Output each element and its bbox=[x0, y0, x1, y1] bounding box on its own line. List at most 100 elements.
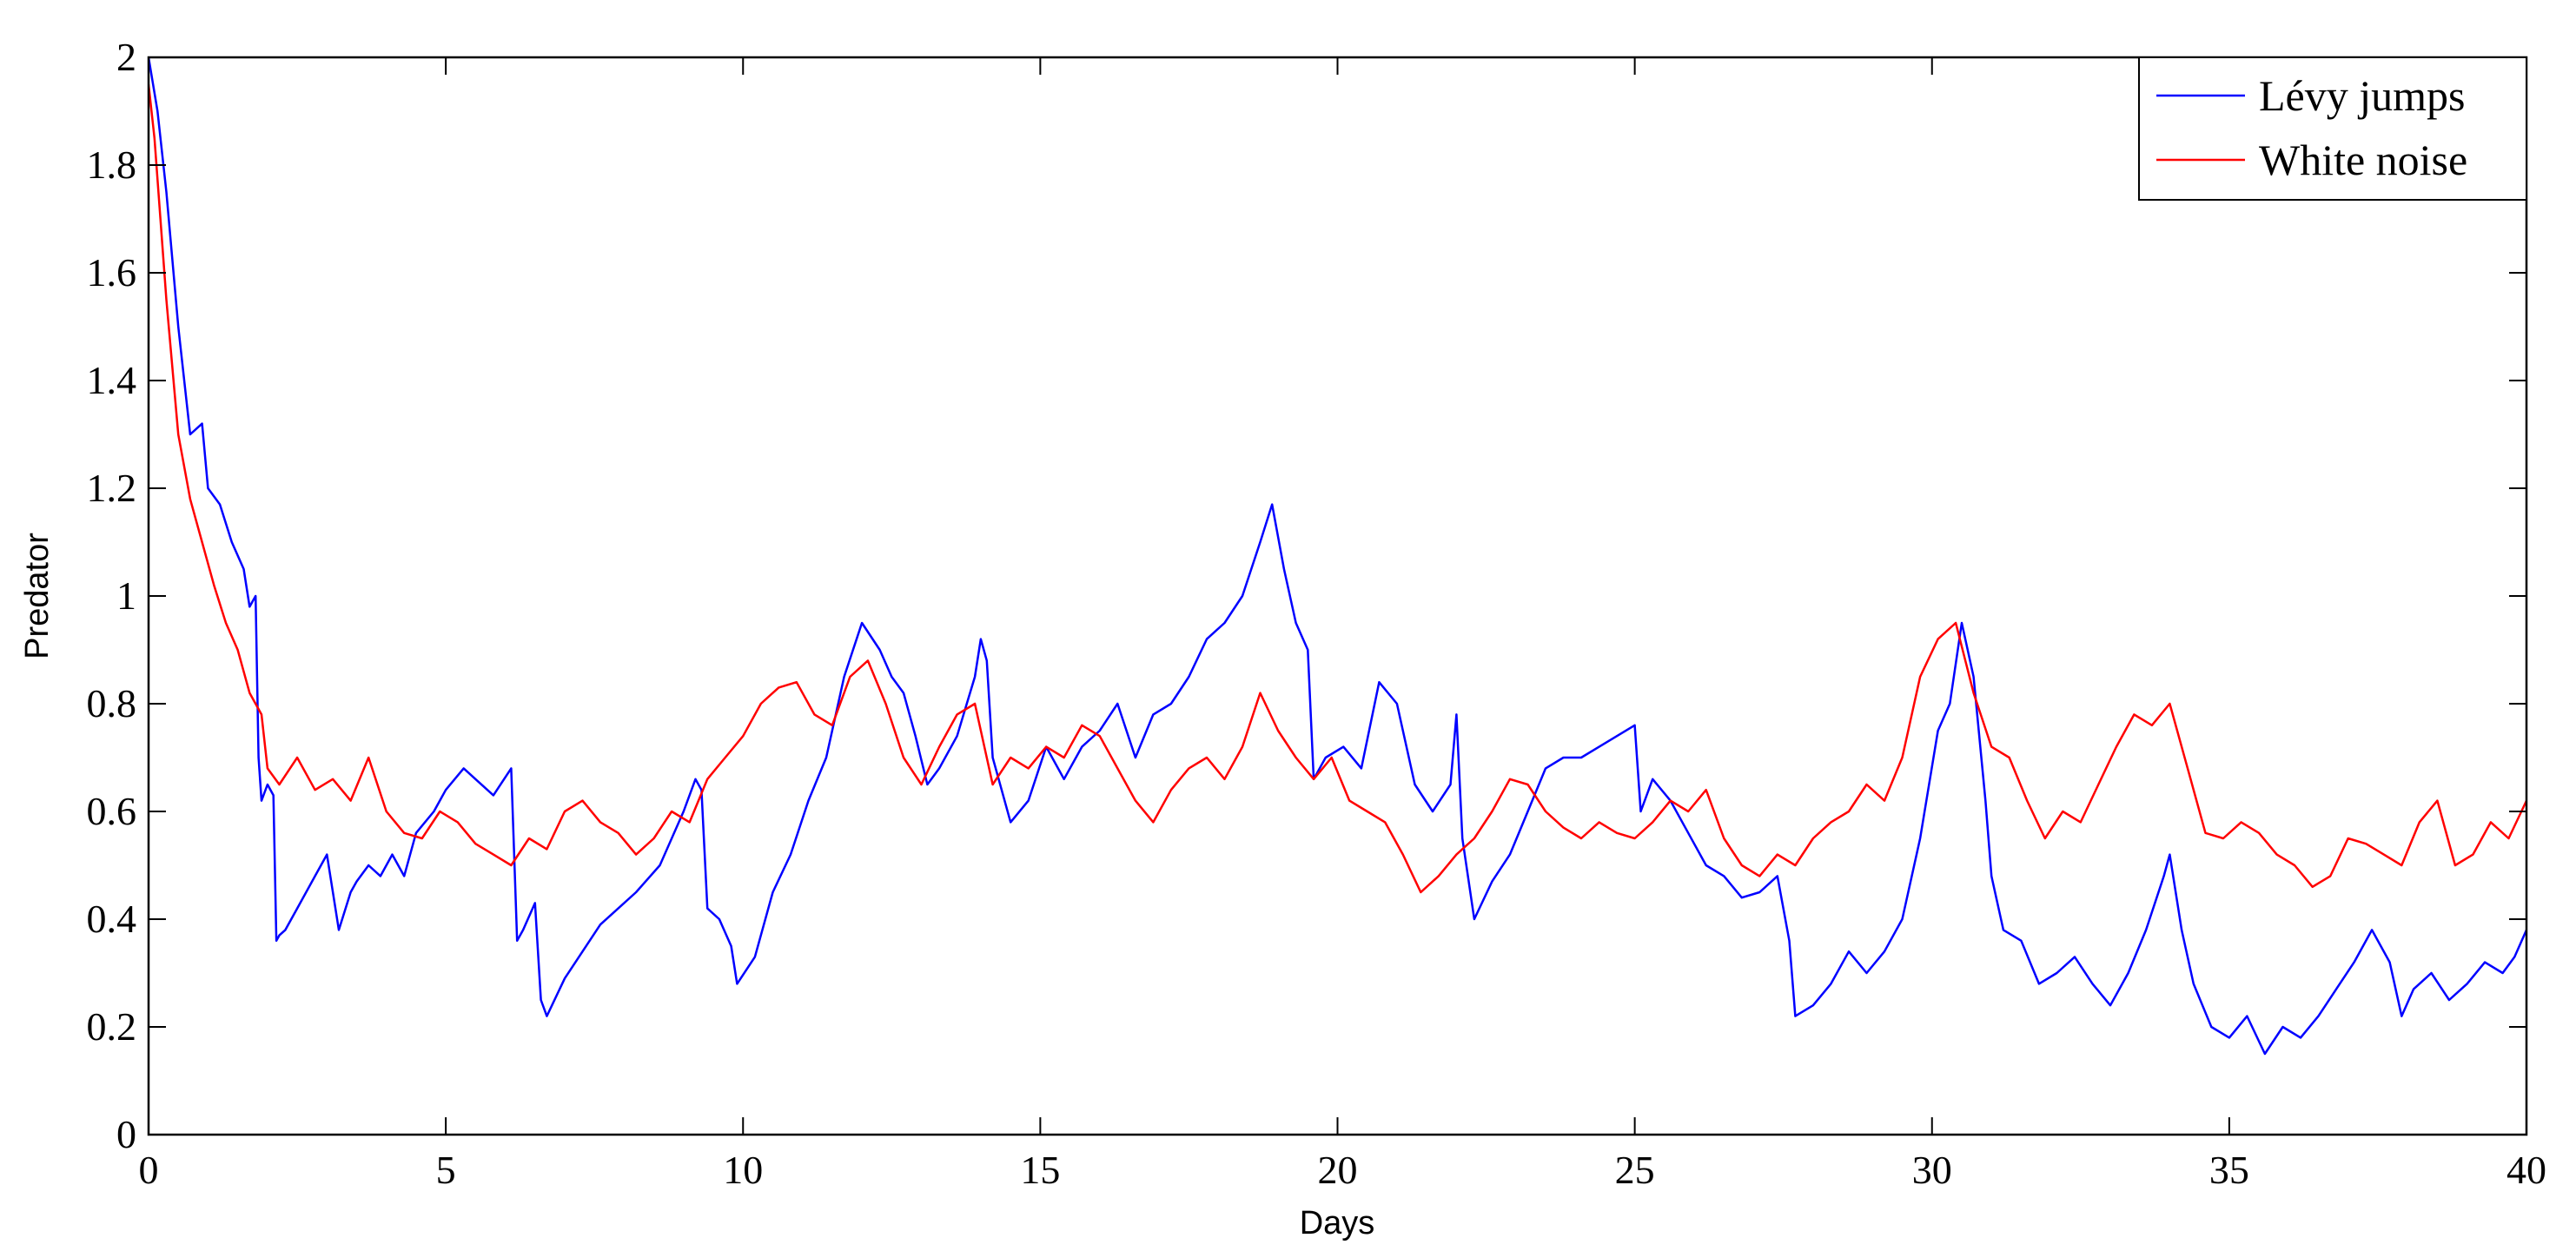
data-point-l-vy-jumps bbox=[368, 864, 370, 866]
data-point-l-vy-jumps bbox=[2501, 972, 2504, 974]
data-point-white-noise bbox=[1972, 692, 1975, 694]
data-point-white-noise bbox=[920, 784, 923, 785]
data-point-white-noise bbox=[2204, 832, 2207, 834]
data-point-white-noise bbox=[2401, 864, 2403, 866]
data-point-l-vy-jumps bbox=[2264, 1053, 2266, 1055]
data-point-white-noise bbox=[956, 713, 958, 716]
data-point-l-vy-jumps bbox=[2056, 972, 2058, 974]
data-point-l-vy-jumps bbox=[825, 757, 827, 758]
x-tick-label: 15 bbox=[1020, 1148, 1060, 1192]
data-point-l-vy-jumps bbox=[986, 659, 988, 662]
data-point-l-vy-jumps bbox=[2109, 1004, 2111, 1006]
data-point-white-noise bbox=[474, 843, 477, 844]
data-point-l-vy-jumps bbox=[1633, 725, 1636, 726]
data-point-l-vy-jumps bbox=[2484, 961, 2486, 963]
data-point-l-vy-jumps bbox=[1259, 541, 1262, 543]
data-point-l-vy-jumps bbox=[2317, 1015, 2320, 1017]
data-point-l-vy-jumps bbox=[1223, 622, 1226, 624]
data-point-l-vy-jumps bbox=[2127, 972, 2129, 974]
data-point-white-noise bbox=[1633, 838, 1636, 839]
data-point-l-vy-jumps bbox=[445, 789, 447, 791]
y-tick-label: 0 bbox=[116, 1112, 136, 1156]
data-point-l-vy-jumps bbox=[1414, 784, 1416, 785]
data-point-l-vy-jumps bbox=[2281, 1026, 2284, 1028]
data-point-l-vy-jumps bbox=[1432, 811, 1434, 812]
data-point-white-noise bbox=[546, 848, 548, 851]
data-point-white-noise bbox=[165, 299, 168, 301]
data-point-white-noise bbox=[688, 821, 691, 824]
data-point-white-noise bbox=[1562, 826, 1565, 829]
data-point-l-vy-jumps bbox=[1901, 918, 1904, 920]
x-tick-label: 20 bbox=[1318, 1148, 1358, 1192]
data-point-l-vy-jumps bbox=[242, 568, 245, 570]
data-point-white-noise bbox=[991, 784, 994, 785]
data-point-l-vy-jumps bbox=[1937, 730, 1939, 732]
data-point-l-vy-jumps bbox=[267, 784, 268, 785]
data-point-white-noise bbox=[2347, 838, 2349, 839]
data-point-white-noise bbox=[1491, 811, 1493, 812]
data-point-l-vy-jumps bbox=[516, 940, 518, 942]
data-point-white-noise bbox=[2311, 886, 2314, 888]
data-point-l-vy-jumps bbox=[1455, 713, 1458, 716]
data-point-l-vy-jumps bbox=[1741, 897, 1743, 898]
data-point-white-noise bbox=[1135, 799, 1136, 802]
data-point-white-noise bbox=[867, 659, 869, 662]
data-point-white-noise bbox=[1580, 838, 1582, 839]
data-point-l-vy-jumps bbox=[493, 794, 494, 797]
data-point-white-noise bbox=[213, 584, 215, 586]
data-point-white-noise bbox=[1884, 799, 1885, 802]
data-point-l-vy-jumps bbox=[2513, 956, 2516, 958]
data-point-white-noise bbox=[267, 767, 268, 770]
data-point-white-noise bbox=[1812, 838, 1814, 839]
data-point-l-vy-jumps bbox=[165, 191, 168, 193]
data-point-l-vy-jumps bbox=[2228, 1036, 2230, 1039]
legend-label-levy-jumps: Lévy jumps bbox=[2259, 71, 2465, 120]
data-point-white-noise bbox=[1616, 832, 1618, 834]
data-point-white-noise bbox=[314, 789, 316, 791]
data-point-white-noise bbox=[1990, 745, 1992, 748]
data-point-white-noise bbox=[368, 757, 370, 758]
data-point-l-vy-jumps bbox=[1777, 875, 1778, 877]
data-point-white-noise bbox=[2116, 745, 2117, 748]
data-point-l-vy-jumps bbox=[2169, 853, 2171, 856]
data-point-white-noise bbox=[2008, 757, 2010, 758]
data-point-white-noise bbox=[1081, 725, 1083, 726]
data-point-l-vy-jumps bbox=[926, 784, 929, 785]
data-point-white-noise bbox=[1526, 784, 1529, 785]
data-point-l-vy-jumps bbox=[415, 832, 417, 834]
data-point-white-noise bbox=[1010, 757, 1011, 758]
data-point-l-vy-jumps bbox=[617, 907, 619, 910]
data-point-l-vy-jumps bbox=[974, 676, 976, 678]
data-point-l-vy-jumps bbox=[2353, 961, 2355, 963]
series-layer bbox=[149, 57, 2526, 1056]
data-point-white-noise bbox=[528, 838, 530, 839]
data-point-l-vy-jumps bbox=[581, 950, 584, 952]
data-point-white-noise bbox=[1598, 821, 1600, 824]
data-point-white-noise bbox=[2436, 799, 2439, 802]
data-point-l-vy-jumps bbox=[1188, 676, 1190, 678]
data-point-white-noise bbox=[2080, 821, 2082, 824]
data-point-white-noise bbox=[1473, 838, 1475, 839]
legend-box bbox=[2138, 56, 2527, 201]
data-point-l-vy-jumps bbox=[296, 907, 298, 910]
data-point-white-noise bbox=[1152, 821, 1155, 824]
data-point-l-vy-jumps bbox=[1984, 799, 1987, 802]
data-point-l-vy-jumps bbox=[1884, 950, 1885, 952]
data-point-l-vy-jumps bbox=[433, 811, 435, 812]
data-point-l-vy-jumps bbox=[275, 940, 277, 942]
data-point-l-vy-jumps bbox=[314, 875, 316, 877]
legend-label-white-noise: White noise bbox=[2259, 136, 2467, 184]
data-point-l-vy-jumps bbox=[2300, 1036, 2301, 1039]
data-point-l-vy-jumps bbox=[1723, 875, 1725, 877]
data-point-white-noise bbox=[1652, 821, 1653, 824]
data-point-white-noise bbox=[724, 757, 726, 758]
data-point-white-noise bbox=[2454, 864, 2456, 866]
data-point-l-vy-jumps bbox=[1562, 757, 1565, 758]
y-tick-label: 0.4 bbox=[87, 897, 137, 941]
data-point-white-noise bbox=[2222, 838, 2224, 839]
data-point-l-vy-jumps bbox=[2246, 1015, 2248, 1017]
data-point-white-noise bbox=[2026, 799, 2028, 802]
data-point-l-vy-jumps bbox=[878, 649, 881, 651]
data-point-white-noise bbox=[1366, 811, 1368, 812]
